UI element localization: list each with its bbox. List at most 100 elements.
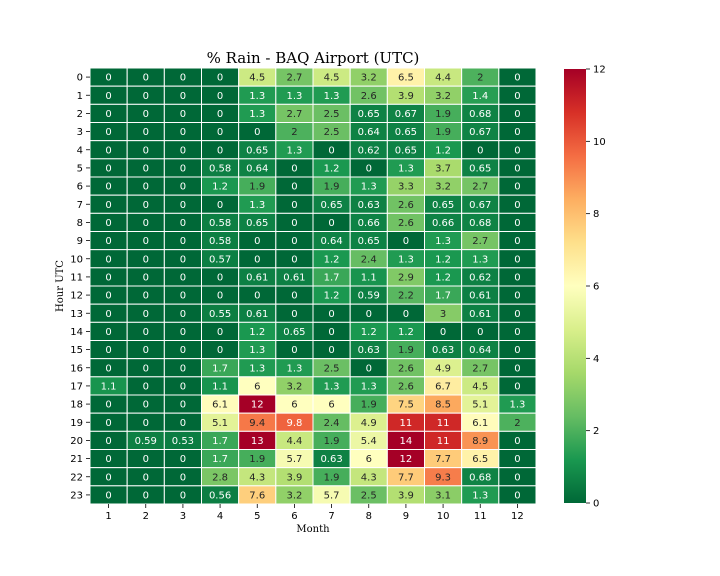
- cell-value-label: 0: [514, 309, 520, 320]
- cell-value-label: 0.66: [358, 218, 380, 229]
- cell-value-label: 11: [437, 418, 450, 429]
- cell-value-label: 0: [180, 345, 186, 356]
- y-tick-label: 4: [77, 145, 83, 156]
- cell-value-label: 0: [514, 291, 520, 302]
- cell-value-label: 0: [514, 490, 520, 501]
- cell-value-label: 0: [366, 309, 372, 320]
- cell-value-label: 0: [143, 454, 149, 465]
- cell-value-label: 0: [291, 182, 297, 193]
- cell-value-label: 1.7: [212, 363, 228, 374]
- cell-value-label: 0: [291, 200, 297, 211]
- cell-value-label: 0.65: [320, 200, 342, 211]
- x-tick-label: 10: [437, 511, 450, 522]
- cell-value-label: 1.3: [286, 91, 302, 102]
- cell-value-label: 2.6: [398, 363, 414, 374]
- cell-value-label: 0: [105, 418, 111, 429]
- cell-value-label: 2.7: [472, 363, 488, 374]
- cell-value-label: 0: [180, 73, 186, 84]
- cell-value-label: 0: [105, 345, 111, 356]
- heatmap-cells: 0 0 0 0 4.5 2.7 4.5 3.2 6.5 4.4 2 0 0 0 0 0 1.3 1.3 1.3 2.6…: [89, 67, 537, 505]
- cell-value-label: 0.58: [209, 218, 231, 229]
- cell-value-label: 3.9: [286, 472, 302, 483]
- cell-value-label: 0: [514, 436, 520, 447]
- cell-value-label: 0.63: [320, 454, 342, 465]
- cell-value-label: 0.59: [135, 436, 157, 447]
- cell-value-label: 9.4: [249, 418, 265, 429]
- cell-value-label: 11: [400, 418, 413, 429]
- cell-value-label: 0: [291, 236, 297, 247]
- cell-value-label: 0: [514, 254, 520, 265]
- cell-value-label: 0: [291, 309, 297, 320]
- cell-value-label: 1.2: [435, 272, 451, 283]
- cell-value-label: 0: [217, 327, 223, 338]
- cell-value-label: 2.6: [398, 218, 414, 229]
- cell-value-label: 2.6: [398, 200, 414, 211]
- cell-value-label: 7.6: [249, 490, 265, 501]
- cell-value-label: 0: [477, 145, 483, 156]
- cell-value-label: 0: [514, 236, 520, 247]
- y-tick-label: 0: [77, 73, 83, 84]
- cell-value-label: 0: [143, 163, 149, 174]
- cell-value-label: 4.4: [435, 73, 451, 84]
- cell-value-label: 0: [105, 490, 111, 501]
- cell-value-label: 1.9: [324, 182, 340, 193]
- cell-value-label: 0.65: [246, 218, 268, 229]
- x-tick-label: 11: [474, 511, 487, 522]
- cell-value-label: 0: [514, 91, 520, 102]
- cell-value-label: 0.67: [469, 200, 491, 211]
- cell-value-label: 0: [328, 218, 334, 229]
- y-tick-label: 14: [70, 327, 83, 338]
- y-tick-label: 21: [70, 454, 83, 465]
- chart-title: % Rain - BAQ Airport (UTC): [207, 49, 420, 67]
- cell-value-label: 2.4: [324, 418, 340, 429]
- y-tick-label: 8: [77, 218, 83, 229]
- cell-value-label: 2.2: [398, 291, 414, 302]
- cell-value-label: 0: [514, 163, 520, 174]
- cell-value-label: 0: [180, 200, 186, 211]
- cell-value-label: 1.3: [435, 236, 451, 247]
- cell-value-label: 0.67: [469, 127, 491, 138]
- cell-value-label: 3.2: [435, 91, 451, 102]
- cell-value-label: 0: [180, 363, 186, 374]
- cell-value-label: 0: [180, 236, 186, 247]
- cell-value-label: 0: [143, 182, 149, 193]
- cell-value-label: 6: [254, 381, 260, 392]
- cell-value-label: 6: [328, 400, 334, 411]
- cell-value-label: 0: [217, 91, 223, 102]
- cell-value-label: 0: [180, 182, 186, 193]
- cell-value-label: 1.7: [212, 454, 228, 465]
- cell-value-label: 0: [143, 272, 149, 283]
- cell-value-label: 0.63: [358, 345, 380, 356]
- cell-value-label: 0.68: [469, 109, 491, 120]
- cell-value-label: 0: [514, 363, 520, 374]
- cell-value-label: 3.1: [435, 490, 451, 501]
- cell-value-label: 4.3: [249, 472, 265, 483]
- cell-value-label: 14: [400, 436, 413, 447]
- cell-value-label: 0: [180, 490, 186, 501]
- cell-value-label: 2: [291, 127, 297, 138]
- cell-value-label: 4.5: [472, 381, 488, 392]
- x-axis-ticks: 1 2 3 4 5 6 7 8 9 10 11 12: [105, 504, 524, 522]
- cell-value-label: 0: [180, 218, 186, 229]
- cell-value-label: 0: [143, 127, 149, 138]
- cell-value-label: 0: [105, 436, 111, 447]
- cell-value-label: 0: [105, 272, 111, 283]
- x-tick-label: 3: [180, 511, 186, 522]
- y-tick-label: 20: [70, 436, 83, 447]
- cell-value-label: 2.8: [212, 472, 228, 483]
- cell-value-label: 0: [180, 291, 186, 302]
- cell-value-label: 0: [328, 145, 334, 156]
- cell-value-label: 0: [514, 182, 520, 193]
- cell-value-label: 1.1: [361, 272, 377, 283]
- cell-value-label: 0.61: [283, 272, 305, 283]
- cell-value-label: 0: [180, 454, 186, 465]
- cell-value-label: 0: [514, 200, 520, 211]
- cell-value-label: 0: [440, 327, 446, 338]
- cell-value-label: 7.7: [435, 454, 451, 465]
- cell-value-label: 0.64: [246, 163, 268, 174]
- cell-value-label: 12: [400, 454, 413, 465]
- cell-value-label: 8.9: [472, 436, 488, 447]
- cell-value-label: 0: [105, 472, 111, 483]
- cell-value-label: 0: [143, 327, 149, 338]
- cell-value-label: 1.3: [249, 345, 265, 356]
